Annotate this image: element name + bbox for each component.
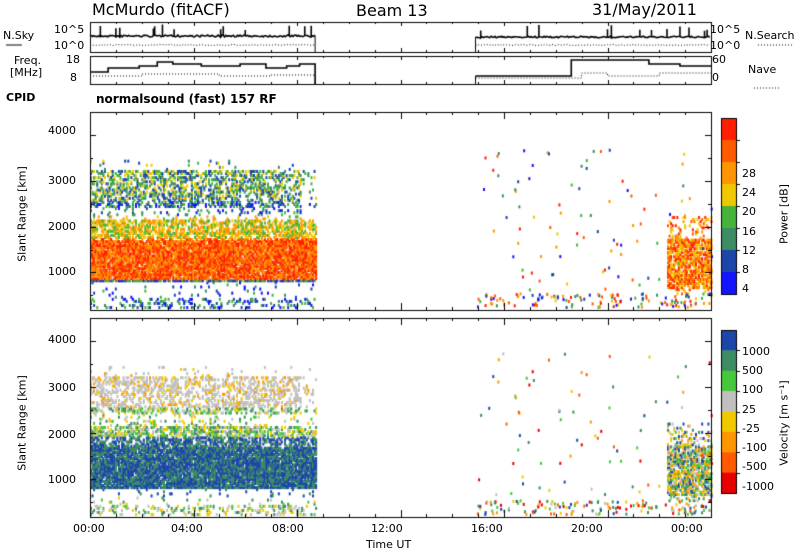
nsky-tick-bottom: 10^0 (54, 39, 85, 52)
velocity-cbar-tick-25: 25 (742, 403, 756, 416)
freq-tick-bottom: 8 (70, 71, 77, 84)
nave-tick-top: 60 (712, 53, 726, 66)
xtick-2000: 20:00 (571, 522, 603, 535)
nave-label: Nave (748, 63, 777, 76)
power-ylabel: Slant Range [km] (15, 166, 29, 262)
power-ytick-2000: 2000 (48, 220, 76, 233)
freq-label: Freq. (14, 54, 42, 67)
xtick-1600: 16:00 (471, 522, 503, 535)
xtick-0400: 04:00 (171, 522, 203, 535)
velocity-cbar-tick-500: 500 (742, 364, 763, 377)
nsearch-tick-bottom: 10^0 (710, 39, 741, 52)
velocity-cbar-tick-m1000: -1000 (742, 480, 774, 493)
velocity-cbar-tick-m25: -25 (742, 422, 760, 435)
xtick-0000: 00:00 (73, 522, 105, 535)
velocity-cbar-tick-m500: -500 (742, 460, 767, 473)
nsearch-tick-top: 10^5 (710, 23, 741, 36)
xtick-2400: 00:00 (671, 522, 703, 535)
freq-tick-top: 18 (66, 53, 80, 66)
velocity-cbar-tick-1000: 1000 (742, 345, 770, 358)
power-cbar-tick-24: 24 (742, 186, 756, 199)
xtick-0800: 08:00 (272, 522, 304, 535)
xlabel-time-ut: Time UT (366, 538, 412, 551)
power-ytick-1000: 1000 (48, 265, 76, 278)
velocity-ytick-4000: 4000 (48, 333, 76, 346)
freq-unit-label: [MHz] (10, 66, 43, 79)
power-cbar-label: Power [dB] (777, 184, 791, 244)
power-ytick-4000: 4000 (48, 124, 76, 137)
nsky-label: N.Sky (3, 29, 35, 42)
station-title: McMurdo (fitACF) (92, 0, 230, 19)
power-ytick-3000: 3000 (48, 174, 76, 187)
velocity-cbar-label: Velocity [m s⁻¹] (777, 380, 791, 466)
cpid-text: normalsound (fast) 157 RF (96, 92, 277, 106)
nave-tick-bottom: 0 (712, 71, 719, 84)
power-cbar-tick-20: 20 (742, 205, 756, 218)
velocity-ytick-3000: 3000 (48, 381, 76, 394)
xtick-1200: 12:00 (371, 522, 403, 535)
nsky-tick-top: 10^5 (54, 23, 85, 36)
velocity-cbar-tick-100: 100 (742, 383, 763, 396)
power-cbar-tick-28: 28 (742, 167, 756, 180)
cpid-label: CPID (6, 91, 36, 104)
nsearch-label: N.Search (745, 29, 795, 42)
power-cbar-tick-12: 12 (742, 244, 756, 257)
power-cbar-tick-4: 4 (742, 282, 749, 295)
beam-title: Beam 13 (356, 1, 428, 20)
velocity-ytick-2000: 2000 (48, 428, 76, 441)
date-title: 31/May/2011 (592, 0, 697, 19)
velocity-cbar-tick-m100: -100 (742, 441, 767, 454)
velocity-ylabel: Slant Range [km] (15, 375, 29, 471)
power-cbar-tick-8: 8 (742, 263, 749, 276)
velocity-ytick-1000: 1000 (48, 473, 76, 486)
power-cbar-tick-16: 16 (742, 225, 756, 238)
